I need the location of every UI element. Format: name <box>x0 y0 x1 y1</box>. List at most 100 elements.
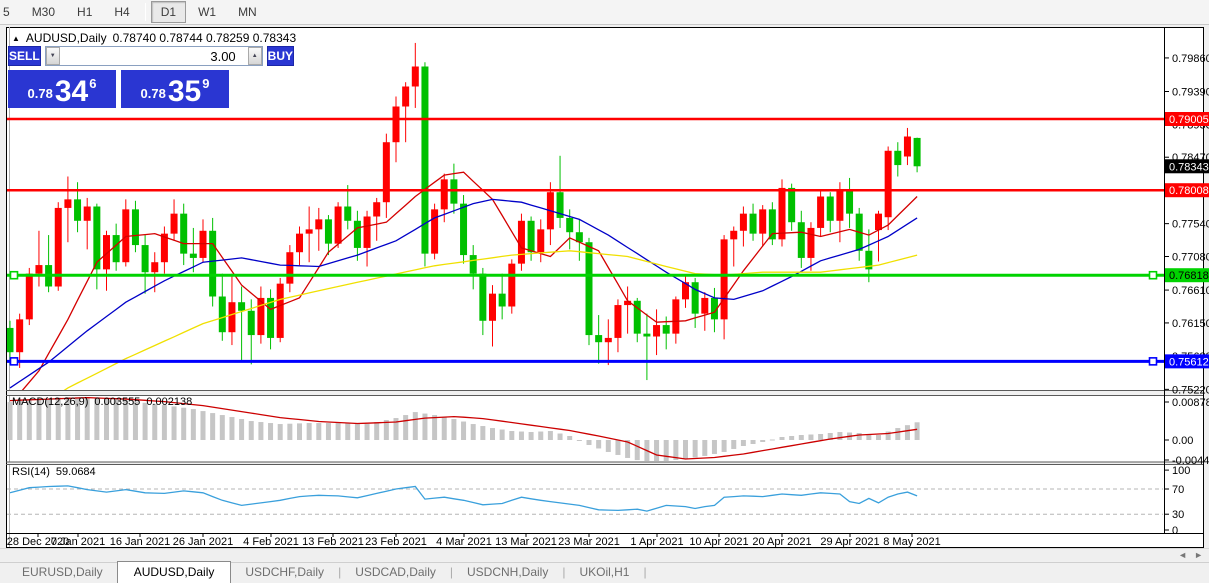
candle <box>633 300 641 334</box>
price-tick-label: 0.75220 <box>1172 384 1209 396</box>
candle <box>392 106 400 143</box>
macd-name: MACD(12,26,9) <box>12 396 89 408</box>
timeframe-h1-button[interactable]: H1 <box>77 5 93 19</box>
tab-ukoil[interactable]: UKOil,H1 <box>579 565 630 579</box>
candle <box>440 179 448 210</box>
volume-increase-icon[interactable]: ▲ <box>247 47 262 65</box>
macd-histogram-bar <box>740 440 746 446</box>
buy-price-box[interactable]: 0.78 35 9 <box>121 70 229 108</box>
candle <box>807 227 815 258</box>
timeframe-m30-button[interactable]: M30 <box>31 5 56 19</box>
candle <box>527 220 535 253</box>
volume-input[interactable] <box>59 47 248 65</box>
date-tick-label: 4 Mar 2021 <box>436 536 492 548</box>
hline-handle[interactable] <box>9 270 19 280</box>
macd-histogram-bar <box>673 440 679 460</box>
macd-histogram-bar <box>567 436 573 440</box>
candle <box>276 283 284 338</box>
macd-histogram-bar <box>354 423 360 440</box>
macd-histogram-bar <box>808 434 814 440</box>
candle <box>797 222 805 258</box>
date-tick-label: 28 Dec 2020 <box>7 536 69 548</box>
price-badge: 0.76818 <box>1165 268 1209 283</box>
macd-histogram-bar <box>441 417 447 440</box>
macd-histogram-bar <box>393 418 399 440</box>
candle <box>643 333 651 337</box>
hline-handle[interactable] <box>1148 357 1158 366</box>
date-tick-label: 7 Jan 2021 <box>51 536 105 548</box>
macd-histogram-bar <box>876 435 881 440</box>
candle <box>257 297 265 336</box>
timeframe-d1-button[interactable]: D1 <box>150 1 187 23</box>
macd-histogram-bar <box>422 413 428 440</box>
tab-eurusd[interactable]: EURUSD,Daily <box>22 565 103 579</box>
macd-histogram-bar <box>827 433 833 440</box>
timeframe-h4-button[interactable]: H4 <box>114 5 130 19</box>
candle <box>267 297 275 338</box>
macd-histogram-bar <box>248 421 254 440</box>
macd-histogram-bar <box>721 440 727 452</box>
scroll-left-icon[interactable]: ◄ <box>1178 550 1187 560</box>
candle <box>7 327 14 353</box>
macd-histogram-bar <box>268 423 274 440</box>
macd-histogram-bar <box>374 422 380 440</box>
macd-histogram-bar <box>46 398 52 440</box>
macd-histogram-bar <box>258 422 264 440</box>
rsi-name: RSI(14) <box>12 466 50 478</box>
candle <box>624 300 632 306</box>
volume-decrease-icon[interactable]: ▼ <box>45 47 60 65</box>
candle <box>238 302 246 311</box>
candle <box>373 202 381 217</box>
rsi-tick-label: 70 <box>1172 484 1184 496</box>
macd-histogram-bar <box>383 420 389 440</box>
macd-histogram-bar <box>200 411 206 440</box>
candle <box>556 192 564 218</box>
date-tick-label: 16 Jan 2021 <box>110 536 171 548</box>
candle <box>402 86 410 107</box>
timeframe-m5-button[interactable]: 5 <box>3 5 10 19</box>
candle <box>489 293 496 321</box>
candle <box>875 213 882 231</box>
tab-audusd[interactable]: AUDUSD,Daily <box>116 561 232 583</box>
buy-button[interactable]: BUY <box>266 46 295 66</box>
sell-price-big: 34 <box>54 75 89 108</box>
horizontal-scrollbar[interactable]: ◄ ► <box>0 548 1209 561</box>
macd-histogram-bar <box>490 428 495 440</box>
tab-usdcnh[interactable]: USDCNH,Daily <box>467 565 549 579</box>
macd-histogram-bar <box>895 428 901 440</box>
scroll-right-icon[interactable]: ► <box>1194 550 1203 560</box>
candle <box>93 206 101 270</box>
timeframe-mn-button[interactable]: MN <box>238 5 257 19</box>
macd-histogram-bar <box>113 399 119 440</box>
macd-histogram-bar <box>480 426 486 440</box>
macd-histogram-bar <box>161 405 167 440</box>
macd-histogram-bar <box>219 415 225 440</box>
macd-histogram-bar <box>364 424 370 440</box>
collapse-triangle-icon[interactable]: ▲ <box>12 33 20 43</box>
macd-histogram-bar <box>692 440 698 458</box>
macd-histogram-bar <box>55 397 61 440</box>
candle <box>517 220 525 264</box>
date-tick-label: 1 Apr 2021 <box>630 536 683 548</box>
candle <box>788 187 796 223</box>
candle <box>35 265 43 274</box>
macd-tick-label: -0.004451 <box>1172 455 1209 467</box>
candle <box>344 206 352 221</box>
tab-usdchf[interactable]: USDCHF,Daily <box>245 565 325 579</box>
macd-histogram-bar <box>94 397 100 440</box>
hline-handle[interactable] <box>1148 270 1158 280</box>
timeframe-w1-button[interactable]: W1 <box>198 5 217 19</box>
candle <box>865 250 873 270</box>
hline-handle[interactable] <box>9 357 19 366</box>
macd-histogram-bar <box>229 417 235 440</box>
macd-histogram-bar <box>885 431 891 440</box>
tab-usdcad[interactable]: USDCAD,Daily <box>355 565 436 579</box>
sell-button[interactable]: SELL <box>8 46 41 66</box>
candle <box>160 233 168 263</box>
sell-price-box[interactable]: 0.78 34 6 <box>8 70 116 108</box>
sell-price-pip: 6 <box>89 76 97 91</box>
macd-histogram-bar <box>914 422 920 440</box>
